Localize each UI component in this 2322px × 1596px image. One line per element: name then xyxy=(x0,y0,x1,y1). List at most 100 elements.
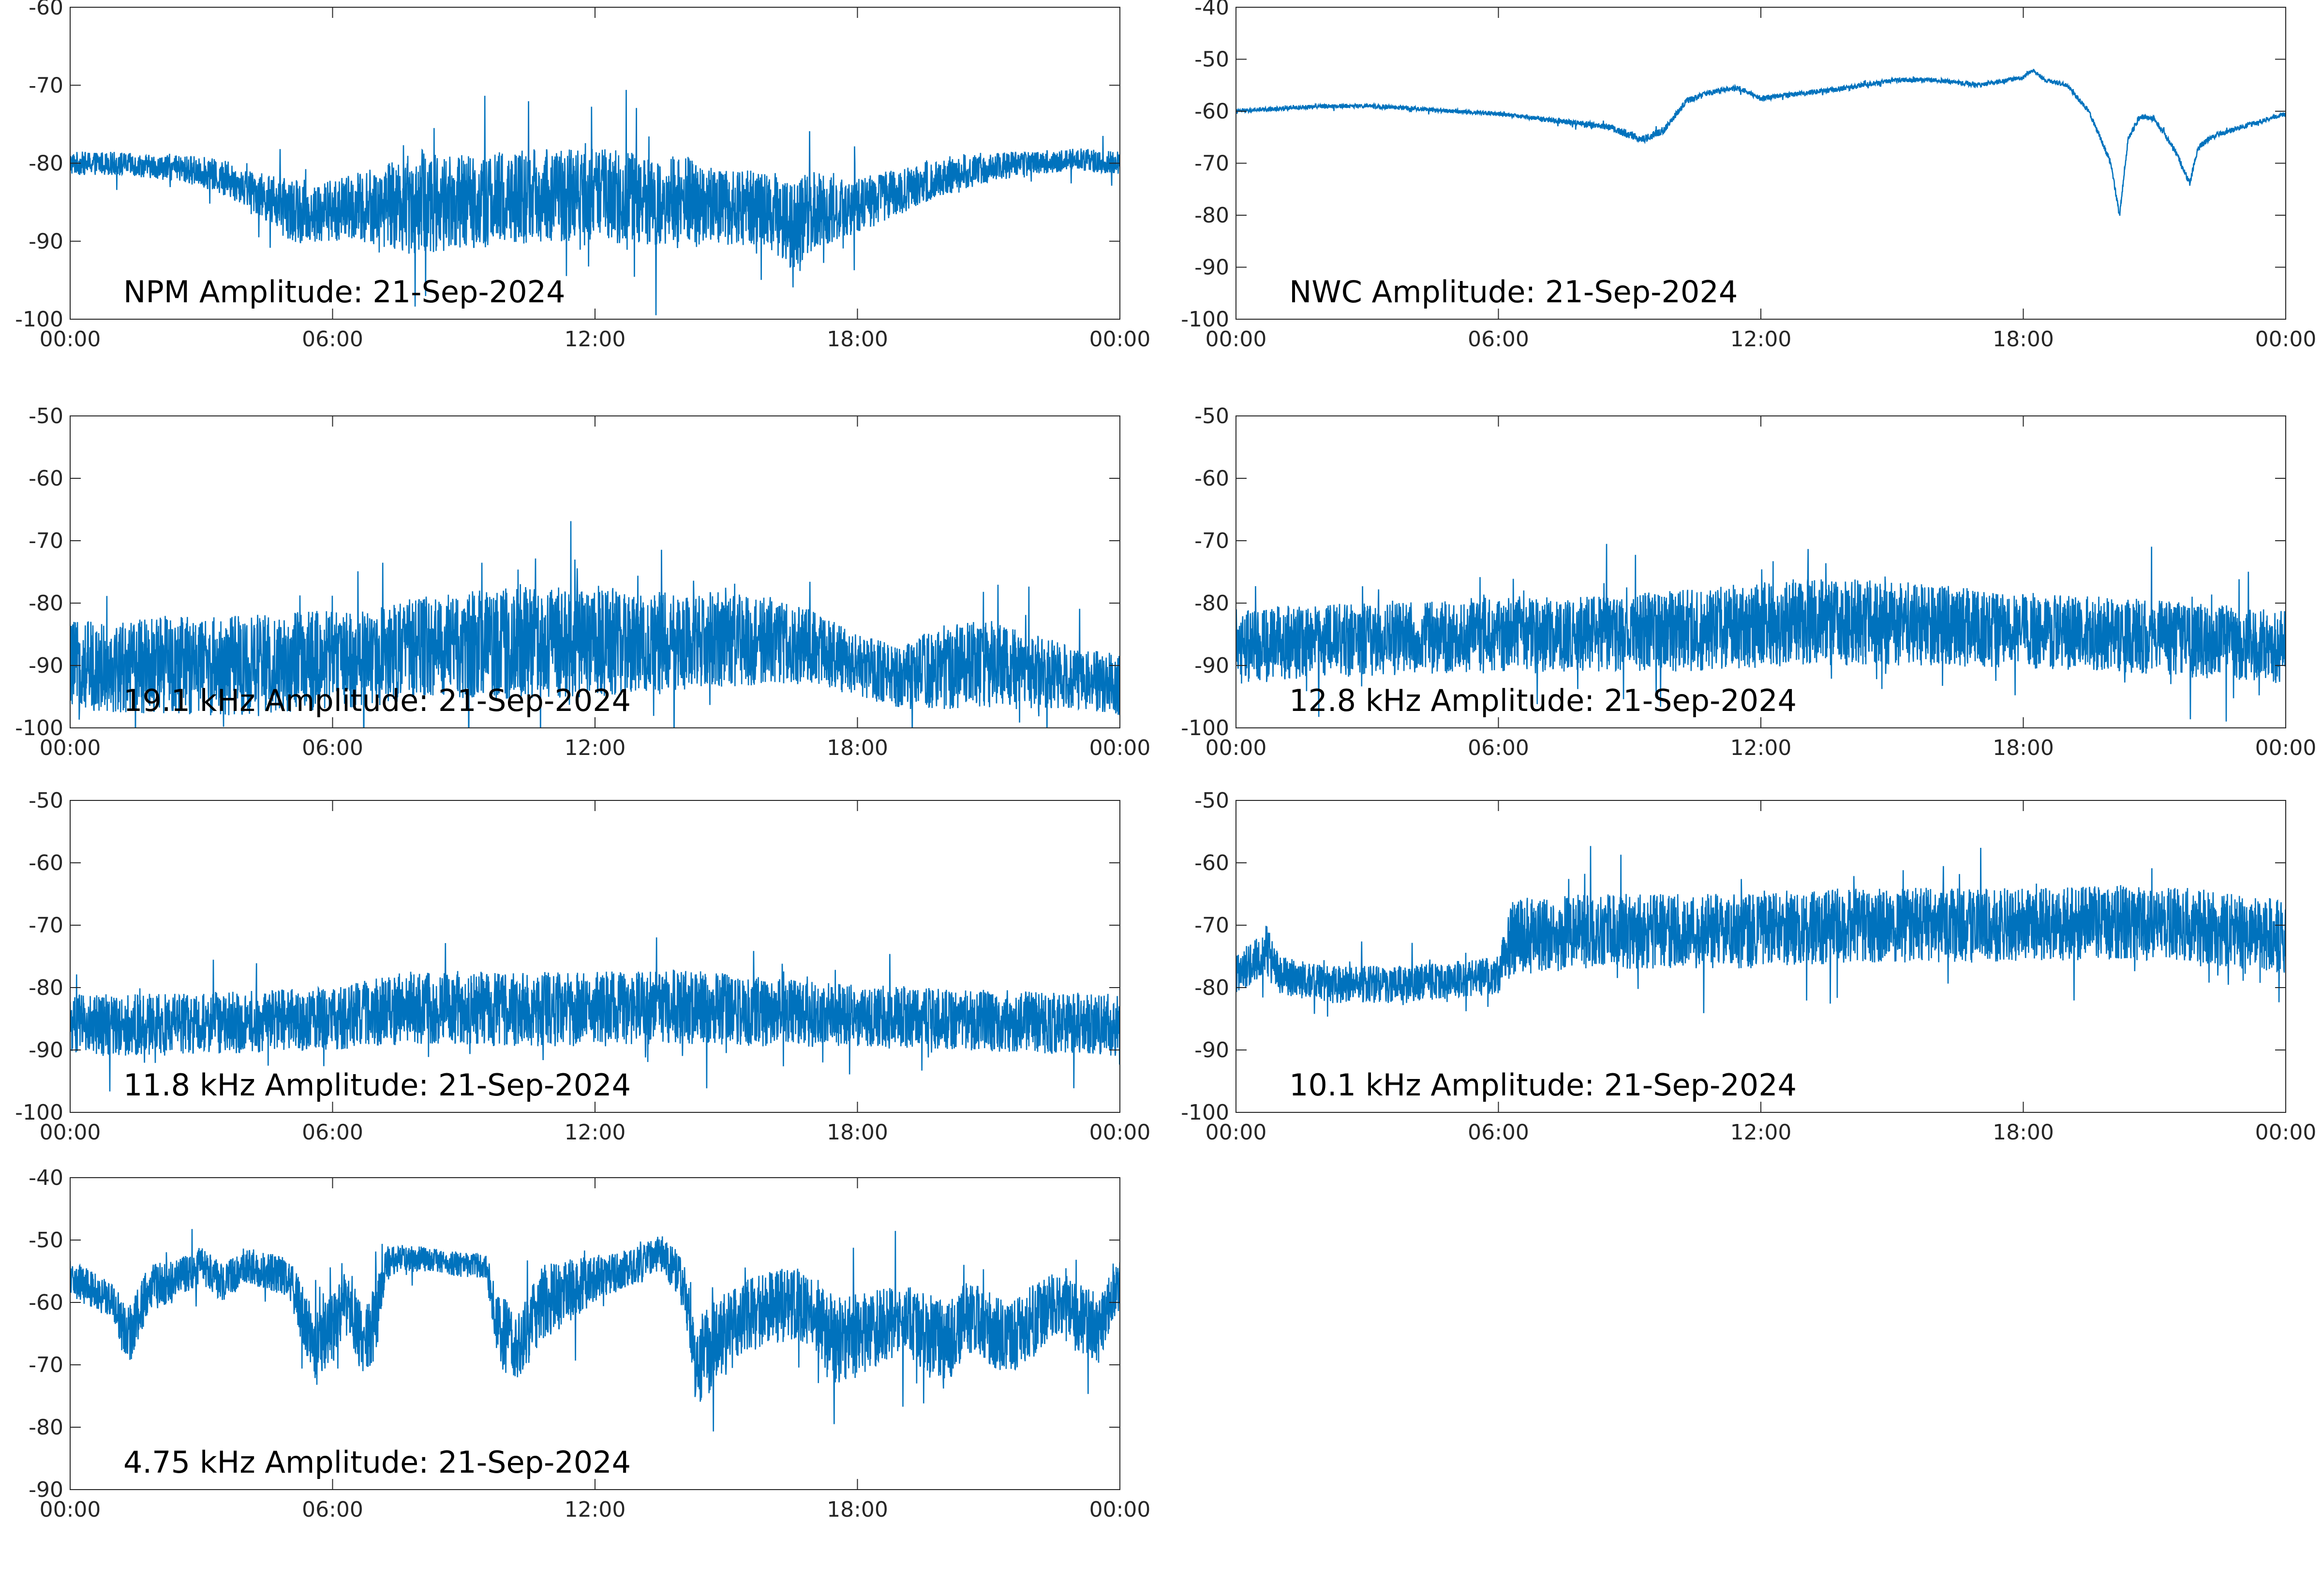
x-tick-label: 18:00 xyxy=(827,1497,888,1522)
y-tick-label: -60 xyxy=(29,466,63,491)
x-tick-label: 00:00 xyxy=(1206,327,1267,352)
x-tick-label: 00:00 xyxy=(2255,327,2317,352)
panel-title: 19.1 kHz Amplitude: 21-Sep-2024 xyxy=(123,683,631,718)
series-line xyxy=(1236,544,2286,722)
x-tick-label: 00:00 xyxy=(40,327,101,352)
y-tick-label: -70 xyxy=(29,913,63,938)
y-tick-label: -60 xyxy=(1194,851,1229,875)
y-tick-label: -50 xyxy=(1194,47,1229,72)
y-tick-label: -60 xyxy=(29,1290,63,1315)
y-tick-label: -70 xyxy=(1194,529,1229,553)
x-tick-label: 00:00 xyxy=(40,736,101,760)
y-tick-label: -50 xyxy=(1194,788,1229,813)
x-tick-label: 18:00 xyxy=(827,736,888,760)
series-line xyxy=(1236,846,2286,1017)
y-tick-label: -50 xyxy=(29,404,63,429)
x-tick-label: 06:00 xyxy=(1468,1120,1529,1145)
x-tick-label: 00:00 xyxy=(2255,736,2317,760)
x-tick-label: 06:00 xyxy=(1468,327,1529,352)
x-tick-label: 06:00 xyxy=(302,1120,363,1145)
panel-title: 10.1 kHz Amplitude: 21-Sep-2024 xyxy=(1289,1067,1797,1103)
y-tick-label: -90 xyxy=(29,1038,63,1063)
y-tick-label: -80 xyxy=(29,591,63,616)
x-tick-label: 12:00 xyxy=(565,736,626,760)
x-tick-label: 00:00 xyxy=(1089,1497,1151,1522)
y-tick-label: -40 xyxy=(1194,0,1229,20)
x-tick-label: 18:00 xyxy=(827,1120,888,1145)
x-tick-label: 00:00 xyxy=(1089,1120,1151,1145)
y-tick-label: -50 xyxy=(1194,404,1229,429)
y-tick-label: -50 xyxy=(29,788,63,813)
y-tick-label: -60 xyxy=(1194,466,1229,491)
y-tick-label: -90 xyxy=(29,653,63,678)
y-tick-label: -100 xyxy=(15,1100,63,1125)
y-tick-label: -80 xyxy=(1194,975,1229,1000)
y-tick-label: -100 xyxy=(1181,307,1229,332)
y-tick-label: -70 xyxy=(29,1353,63,1377)
y-tick-label: -90 xyxy=(29,229,63,254)
series-line xyxy=(70,937,1120,1092)
y-tick-label: -100 xyxy=(1181,716,1229,740)
x-tick-label: 06:00 xyxy=(302,736,363,760)
y-tick-label: -90 xyxy=(1194,1038,1229,1063)
x-tick-label: 00:00 xyxy=(2255,1120,2317,1145)
panel-title: NPM Amplitude: 21-Sep-2024 xyxy=(123,274,566,310)
x-tick-label: 12:00 xyxy=(1730,1120,1792,1145)
x-tick-label: 06:00 xyxy=(302,327,363,352)
y-tick-label: -60 xyxy=(29,0,63,20)
x-tick-label: 12:00 xyxy=(565,1497,626,1522)
y-tick-label: -90 xyxy=(1194,255,1229,280)
y-tick-label: -90 xyxy=(1194,653,1229,678)
x-tick-label: 18:00 xyxy=(1993,736,2054,760)
x-tick-label: 18:00 xyxy=(827,327,888,352)
y-tick-label: -70 xyxy=(1194,913,1229,938)
x-tick-label: 00:00 xyxy=(1089,327,1151,352)
x-tick-label: 18:00 xyxy=(1993,1120,2054,1145)
x-tick-label: 06:00 xyxy=(1468,736,1529,760)
y-tick-label: -90 xyxy=(29,1478,63,1502)
x-tick-label: 00:00 xyxy=(40,1497,101,1522)
y-tick-label: -100 xyxy=(1181,1100,1229,1125)
x-tick-label: 00:00 xyxy=(1089,736,1151,760)
y-tick-label: -50 xyxy=(29,1228,63,1253)
x-tick-label: 06:00 xyxy=(302,1497,363,1522)
series-line xyxy=(70,1229,1120,1432)
x-tick-label: 12:00 xyxy=(1730,327,1792,352)
panel-title: NWC Amplitude: 21-Sep-2024 xyxy=(1289,274,1738,310)
y-tick-label: -70 xyxy=(29,529,63,553)
panel-title: 11.8 kHz Amplitude: 21-Sep-2024 xyxy=(123,1067,631,1103)
y-tick-label: -100 xyxy=(15,716,63,740)
y-tick-label: -60 xyxy=(1194,99,1229,124)
y-tick-label: -80 xyxy=(29,1415,63,1440)
x-tick-label: 00:00 xyxy=(1206,1120,1267,1145)
y-tick-label: -70 xyxy=(29,73,63,98)
x-tick-label: 00:00 xyxy=(40,1120,101,1145)
y-tick-label: -100 xyxy=(15,307,63,332)
x-tick-label: 12:00 xyxy=(1730,736,1792,760)
y-tick-label: -60 xyxy=(29,851,63,875)
panel-title: 4.75 kHz Amplitude: 21-Sep-2024 xyxy=(123,1445,631,1480)
y-tick-label: -80 xyxy=(29,975,63,1000)
y-tick-label: -40 xyxy=(29,1166,63,1190)
y-tick-label: -80 xyxy=(1194,203,1229,228)
x-tick-label: 00:00 xyxy=(1206,736,1267,760)
series-line xyxy=(1236,69,2286,216)
y-tick-label: -70 xyxy=(1194,151,1229,176)
x-tick-label: 18:00 xyxy=(1993,327,2054,352)
x-tick-label: 12:00 xyxy=(565,1120,626,1145)
panel-title: 12.8 kHz Amplitude: 21-Sep-2024 xyxy=(1289,683,1797,718)
series-line xyxy=(70,521,1120,728)
x-tick-label: 12:00 xyxy=(565,327,626,352)
y-tick-label: -80 xyxy=(1194,591,1229,616)
series-line xyxy=(70,89,1120,315)
